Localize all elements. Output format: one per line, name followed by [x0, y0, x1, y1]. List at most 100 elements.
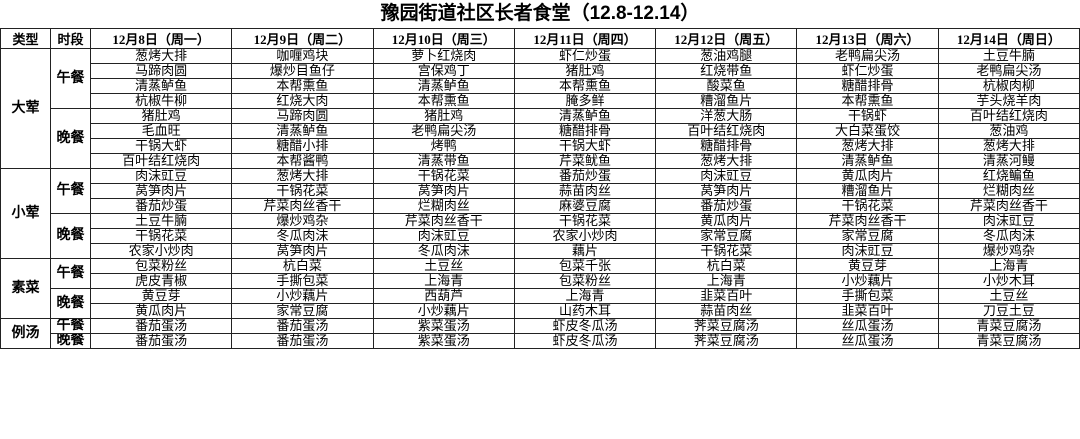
dish-cell: 红烧大肉	[231, 93, 374, 109]
dish-cell: 清蒸鲈鱼	[89, 78, 233, 94]
period-cell: 晚餐	[50, 213, 91, 259]
dish-cell: 老鸭扁尖汤	[796, 48, 939, 64]
dish-cell: 番茄蛋汤	[89, 333, 233, 349]
menu-row: 莴笋肉片 干锅花菜 莴笋肉片 蒜苗肉丝 莴笋肉片 糟溜鱼片 烂糊肉丝	[1, 183, 1080, 199]
dish-cell: 糖醋排骨	[796, 78, 939, 94]
dish-cell: 宫保鸡丁	[372, 63, 515, 79]
dish-cell: 葱烤大排	[937, 138, 1080, 154]
dish-cell: 肉沫豇豆	[937, 213, 1080, 229]
dish-cell: 糟溜鱼片	[655, 93, 798, 109]
dish-cell: 荠菜豆腐汤	[655, 318, 798, 334]
dish-cell: 葱油鸡腿	[655, 48, 798, 64]
dish-cell: 莴笋肉片	[231, 243, 374, 259]
dish-cell: 番茄炒蛋	[655, 198, 798, 214]
menu-row: 虎皮青椒 手撕包菜 上海青 包菜粉丝 上海青 小炒藕片 小炒木耳	[1, 273, 1080, 289]
dish-cell: 西葫芦	[372, 288, 515, 304]
dish-cell: 黄瓜肉片	[89, 303, 233, 319]
dish-cell: 家常豆腐	[231, 303, 374, 319]
column-header: 12月9日（周二）	[231, 28, 374, 49]
dish-cell: 红烧带鱼	[655, 63, 798, 79]
dish-cell: 肉沫豇豆	[655, 168, 798, 184]
dish-cell: 上海青	[937, 258, 1080, 274]
dish-cell: 干锅大虾	[513, 138, 657, 154]
dish-cell: 清蒸河鳗	[937, 153, 1080, 169]
dish-cell: 猪肚鸡	[513, 63, 657, 79]
period-cell: 午餐	[50, 318, 91, 334]
period-cell: 午餐	[50, 168, 91, 214]
dish-cell: 小炒藕片	[231, 288, 374, 304]
dish-cell: 糖醋排骨	[655, 138, 798, 154]
dish-cell: 腌多鲜	[513, 93, 657, 109]
column-header: 12月8日（周一）	[89, 28, 233, 49]
dish-cell: 包菜千张	[513, 258, 657, 274]
dish-cell: 葱烤大排	[89, 48, 233, 64]
dish-cell: 杭白菜	[231, 258, 374, 274]
dish-cell: 芋头烧羊肉	[937, 93, 1080, 109]
dish-cell: 虾皮冬瓜汤	[513, 318, 657, 334]
dish-cell: 干锅大虾	[89, 138, 233, 154]
dish-cell: 韭菜百叶	[655, 288, 798, 304]
column-header: 类型	[0, 28, 51, 49]
dish-cell: 毛血旺	[89, 123, 233, 139]
dish-cell: 包菜粉丝	[513, 273, 657, 289]
dish-cell: 土豆牛腩	[937, 48, 1080, 64]
dish-cell: 黄瓜肉片	[796, 168, 939, 184]
dish-cell: 包菜粉丝	[89, 258, 233, 274]
period-cell: 午餐	[50, 258, 91, 289]
dish-cell: 家常豆腐	[655, 228, 798, 244]
dish-cell: 丝瓜蛋汤	[796, 318, 939, 334]
dish-cell: 芹菜肉丝香干	[372, 213, 515, 229]
dish-cell: 芹菜肉丝香干	[796, 213, 939, 229]
dish-cell: 手撕包菜	[231, 273, 374, 289]
dish-cell: 冬瓜肉沫	[372, 243, 515, 259]
dish-cell: 土豆丝	[372, 258, 515, 274]
dish-cell: 黄豆芽	[796, 258, 939, 274]
menu-row: 晚餐 番茄蛋汤 番茄蛋汤 紫菜蛋汤 虾皮冬瓜汤 荠菜豆腐汤 丝瓜蛋汤 青菜豆腐汤	[1, 333, 1080, 349]
dish-cell: 酸菜鱼	[655, 78, 798, 94]
dish-cell: 土豆牛腩	[89, 213, 233, 229]
menu-row: 例汤 午餐 番茄蛋汤 番茄蛋汤 紫菜蛋汤 虾皮冬瓜汤 荠菜豆腐汤 丝瓜蛋汤 青菜豆腐汤	[0, 318, 1080, 349]
dish-cell: 虎皮青椒	[89, 273, 233, 289]
dish-cell: 杭椒牛柳	[89, 93, 233, 109]
menu-row: 大荤 午餐 葱烤大排 咖喱鸡块 萝卜红烧肉 虾仁炒蛋 葱油鸡腿 老鸭扁尖汤 土豆牛腩	[0, 48, 1080, 169]
dish-cell: 青菜豆腐汤	[937, 318, 1080, 334]
dish-cell: 土豆丝	[937, 288, 1080, 304]
dish-cell: 番茄炒蛋	[89, 198, 233, 214]
menu-row: 干锅大虾 糖醋小排 烤鸭 干锅大虾 糖醋排骨 葱烤大排 葱烤大排	[1, 138, 1080, 154]
dish-cell: 莴笋肉片	[372, 183, 515, 199]
dish-cell: 本帮熏鱼	[372, 93, 515, 109]
menu-row: 干锅花菜 冬瓜肉沫 肉沫豇豆 农家小炒肉 家常豆腐 家常豆腐 冬瓜肉沫	[1, 228, 1080, 244]
dish-cell: 上海青	[372, 273, 515, 289]
dish-cell: 本帮熏鱼	[231, 78, 374, 94]
dish-cell: 小炒藕片	[372, 303, 515, 319]
period-cell: 晚餐	[50, 333, 91, 349]
dish-cell: 农家小炒肉	[513, 228, 657, 244]
dish-cell: 番茄蛋汤	[231, 318, 374, 334]
menu-row: 农家小炒肉 莴笋肉片 冬瓜肉沫 藕片 干锅花菜 肉沫豇豆 爆炒鸡杂	[1, 243, 1080, 259]
dish-cell: 爆炒鸡杂	[937, 243, 1080, 259]
dish-cell: 芹菜肉丝香干	[937, 198, 1080, 214]
dish-cell: 冬瓜肉沫	[937, 228, 1080, 244]
period-cell: 晚餐	[50, 108, 91, 169]
dish-cell: 萝卜红烧肉	[372, 48, 515, 64]
dish-cell: 肉沫豇豆	[372, 228, 515, 244]
column-header: 时段	[50, 28, 91, 49]
dish-cell: 红烧鳊鱼	[937, 168, 1080, 184]
dish-cell: 糟溜鱼片	[796, 183, 939, 199]
dish-cell: 烤鸭	[372, 138, 515, 154]
dish-cell: 干锅花菜	[89, 228, 233, 244]
dish-cell: 麻婆豆腐	[513, 198, 657, 214]
dish-cell: 葱烤大排	[231, 168, 374, 184]
dish-cell: 上海青	[513, 288, 657, 304]
menu-row: 晚餐 土豆牛腩 爆炒鸡杂 芹菜肉丝香干 干锅花菜 黄瓜肉片 芹菜肉丝香干 肉沫豇豆	[1, 213, 1080, 259]
header-row: 类型 时段 12月8日（周一） 12月9日（周二） 12月10日（周三） 12月11日（周…	[0, 28, 1080, 49]
type-cell: 大荤	[0, 48, 51, 169]
menu-row: 素菜 午餐 包菜粉丝 杭白菜 土豆丝 包菜千张 杭白菜 黄豆芽 上海青	[0, 258, 1080, 319]
menu-row: 毛血旺 清蒸鲈鱼 老鸭扁尖汤 糖醋排骨 百叶结红烧肉 大白菜蛋饺 葱油鸡	[1, 123, 1080, 139]
dish-cell: 百叶结红烧肉	[655, 123, 798, 139]
dish-cell: 上海青	[655, 273, 798, 289]
dish-cell: 虾皮冬瓜汤	[513, 333, 657, 349]
dish-cell: 荠菜豆腐汤	[655, 333, 798, 349]
dish-cell: 紫菜蛋汤	[372, 318, 515, 334]
